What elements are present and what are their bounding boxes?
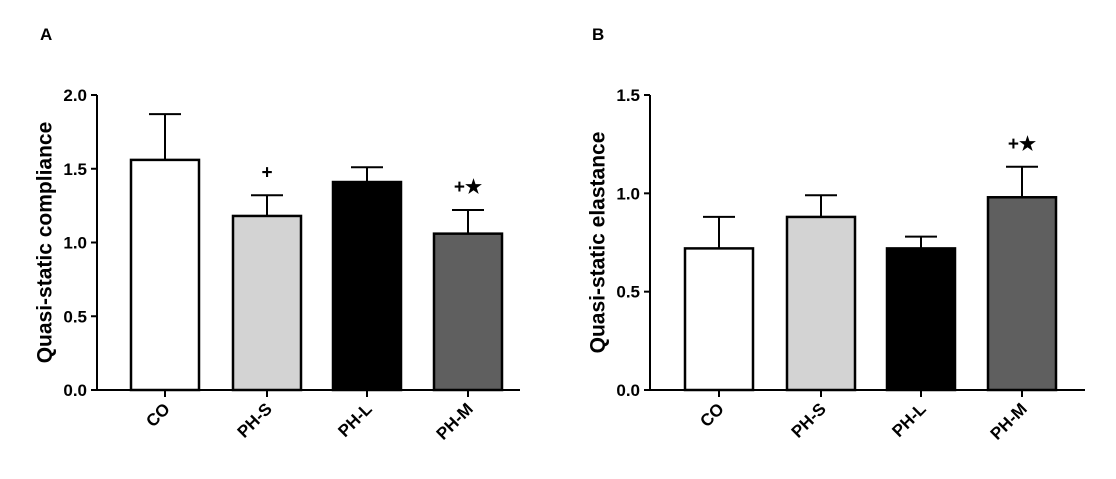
panel-label: A bbox=[40, 25, 52, 44]
x-tick-label: PH-M bbox=[433, 399, 477, 443]
y-axis-label: Quasi-static compliance bbox=[33, 122, 56, 364]
x-tick-label: PH-L bbox=[334, 399, 375, 440]
significance-marker: +★ bbox=[1008, 134, 1036, 155]
y-axis-label: Quasi-static elastance bbox=[586, 132, 609, 354]
x-tick-label: PH-L bbox=[888, 399, 929, 440]
chart-panel-b: B Quasi-static elastance 0.0 0.5 1.0 1.5 CO PH-… bbox=[586, 25, 1085, 444]
y-tick-label: 0.0 bbox=[63, 381, 87, 400]
x-tick-label: PH-S bbox=[234, 399, 276, 441]
significance-marker: + bbox=[261, 162, 272, 183]
y-tick-label: 1.5 bbox=[616, 86, 640, 105]
panel-label: B bbox=[592, 25, 604, 44]
chart-panel-a: A Quasi-static compliance 0.0 0.5 1.0 1.5 2.0 C… bbox=[33, 25, 520, 444]
y-tick-label: 1.0 bbox=[63, 234, 87, 253]
bar-ph-l bbox=[331, 180, 403, 392]
x-tick-label: PH-S bbox=[788, 399, 830, 441]
significance-marker: +★ bbox=[454, 177, 482, 198]
x-tick-label: CO bbox=[696, 399, 727, 430]
y-tick-label: 1.0 bbox=[616, 184, 640, 203]
y-tick-label: 1.5 bbox=[63, 160, 87, 179]
bar-ph-m bbox=[432, 232, 504, 392]
bar-ph-m bbox=[986, 196, 1058, 392]
y-tick-label: 2.0 bbox=[63, 86, 87, 105]
bar-co bbox=[683, 247, 755, 392]
x-tick-label: PH-M bbox=[987, 399, 1031, 443]
x-tick-label: CO bbox=[142, 399, 173, 430]
y-tick-label: 0.5 bbox=[616, 283, 640, 302]
y-tick-label: 0.5 bbox=[63, 307, 87, 326]
bar-ph-l bbox=[885, 247, 957, 392]
y-tick-label: 0.0 bbox=[616, 381, 640, 400]
bar-ph-s bbox=[231, 214, 303, 392]
bar-ph-s bbox=[785, 215, 857, 392]
bar-co bbox=[129, 158, 201, 392]
